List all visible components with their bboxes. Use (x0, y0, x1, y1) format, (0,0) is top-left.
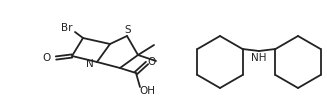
Text: OH: OH (139, 86, 155, 96)
Text: N: N (86, 59, 94, 69)
Text: Br: Br (61, 23, 73, 33)
Text: S: S (125, 25, 131, 35)
Text: O: O (148, 57, 156, 67)
Text: O: O (43, 53, 51, 63)
Text: NH: NH (251, 53, 267, 63)
